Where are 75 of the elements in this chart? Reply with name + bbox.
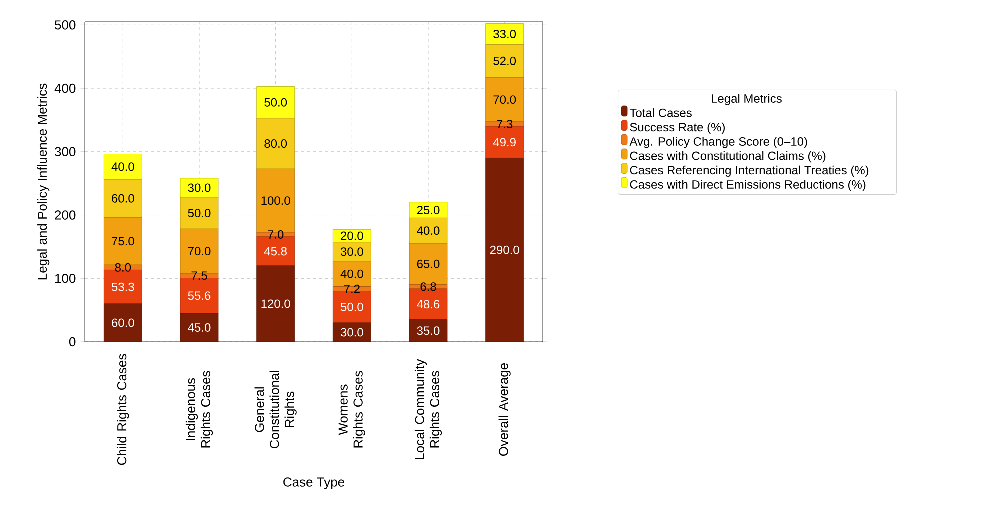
y-tick-label: 500 (55, 20, 76, 30)
data-label: 70.0 (494, 96, 516, 104)
data-label: 290.0 (490, 246, 520, 254)
data-label: 50.0 (188, 209, 211, 218)
x-tick-label: General Constitutional Rights (254, 371, 297, 449)
legend-label: Cases with Direct Emissions Reductions (%) (630, 180, 866, 192)
bar (486, 122, 524, 127)
y-tick-label: 100 (56, 274, 76, 284)
bar (180, 278, 219, 314)
data-label: 70.0 (188, 247, 211, 256)
y-axis-title: Legal and Policy Influence Metrics (38, 84, 50, 280)
data-label: 7.2 (344, 284, 360, 294)
bar (256, 86, 296, 119)
x-tick-label: Womens Rights Cases (338, 371, 366, 448)
bar (180, 178, 219, 198)
data-label: 30.0 (188, 184, 211, 192)
x-tick-label: Child Rights Cases (117, 354, 130, 466)
data-label: 6.8 (420, 282, 436, 292)
bar (256, 266, 296, 342)
bar (409, 218, 448, 244)
legend-label: Cases Referencing International Treaties (%) (630, 166, 869, 177)
data-label: 48.6 (417, 300, 440, 309)
data-label: 52.0 (494, 56, 516, 66)
bar (409, 202, 448, 218)
data-label: 53.3 (112, 282, 134, 292)
y-tick-label: 0 (69, 337, 76, 347)
data-label: 50.0 (340, 302, 364, 312)
data-label: 80.0 (264, 140, 288, 148)
legend-label: Total Cases (630, 108, 692, 118)
bar (104, 270, 142, 304)
data-label: 60.0 (112, 318, 134, 328)
x-axis-title: Case Type (284, 478, 344, 490)
data-label: 75.0 (112, 237, 134, 246)
data-label: 60.0 (112, 194, 134, 203)
y-tick-label: 200 (55, 210, 76, 220)
bar (104, 304, 142, 342)
data-label: 7.3 (497, 120, 513, 129)
legend-label: Avg. Policy Change Score (0–10) (630, 137, 808, 148)
bar (104, 179, 142, 218)
data-label: 7.5 (192, 272, 208, 280)
bar (180, 273, 219, 278)
y-tick-label: 400 (54, 84, 76, 94)
data-label: 100.0 (262, 196, 290, 206)
data-label: 40.0 (112, 162, 134, 172)
bar (486, 158, 524, 342)
legend-label: Cases with Constitutional Claims (%) (630, 151, 826, 163)
bar (256, 118, 296, 170)
data-label: 35.0 (417, 326, 440, 336)
legend-label: Success Rate (%) (630, 122, 725, 134)
data-label: 120.0 (262, 300, 290, 308)
bar (486, 24, 524, 45)
data-label: 40.0 (340, 270, 364, 278)
data-label: 30.0 (340, 328, 364, 337)
y-tick-label: 300 (55, 147, 76, 156)
data-label: 65.0 (417, 260, 440, 268)
bar (104, 154, 142, 180)
data-label: 45.0 (188, 323, 211, 332)
data-label: 33.0 (494, 30, 516, 38)
x-tick-label: Indigenous Rights Cases (186, 371, 214, 448)
data-label: 50.0 (264, 98, 288, 107)
data-label: 40.0 (417, 226, 440, 236)
data-label: 25.0 (417, 206, 440, 214)
bar (332, 242, 372, 262)
data-label: 55.6 (188, 292, 211, 300)
data-label: 45.8 (264, 247, 287, 256)
data-label: 49.9 (493, 138, 516, 147)
x-tick-label: Local Community Rights Cases (414, 359, 442, 460)
bar (486, 44, 524, 78)
data-label: 20.0 (341, 232, 364, 240)
data-label: 8.0 (115, 263, 132, 272)
bar (180, 197, 219, 230)
data-label: 7.0 (268, 230, 284, 239)
x-tick-label: Overall Average (498, 364, 511, 456)
data-label: 30.0 (340, 248, 364, 256)
legend-title: Legal Metrics (712, 94, 782, 106)
